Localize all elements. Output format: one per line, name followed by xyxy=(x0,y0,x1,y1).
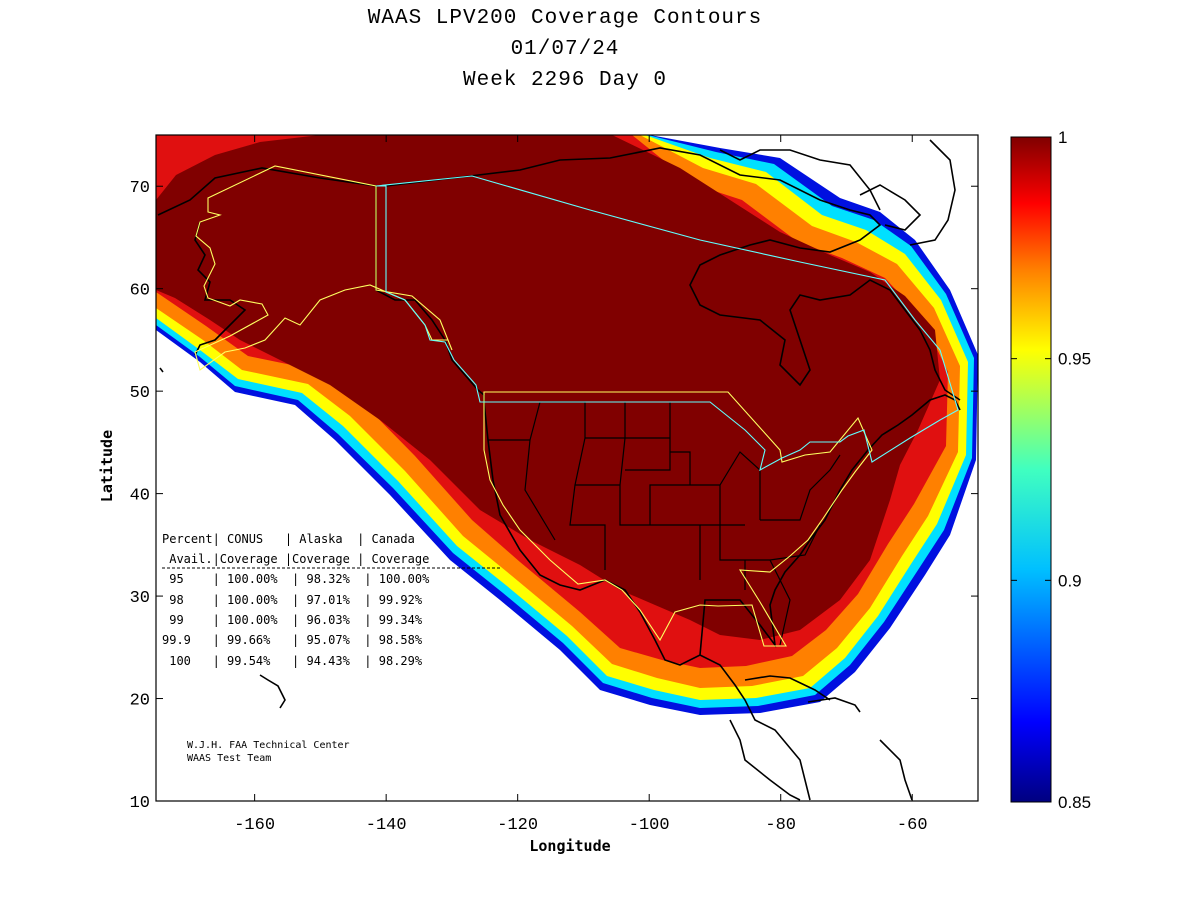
colorbar xyxy=(1010,136,1052,803)
state-boundaries xyxy=(488,401,841,646)
y-tick-label: 50 xyxy=(130,384,150,403)
chart-week-day: Week 2296 Day 0 xyxy=(462,69,668,92)
table-header-1: Percent| CONUS | Alaska | Canada xyxy=(162,532,415,546)
y-tick-label: 70 xyxy=(130,179,150,198)
x-tick-label: -60 xyxy=(897,816,928,835)
coverage-table: Percent| CONUS | Alaska | Canada Avail.|… xyxy=(162,532,500,668)
alaska-boundary xyxy=(194,165,453,371)
credit-line-2: WAAS Test Team xyxy=(187,753,271,764)
colorbar-tick-label: 0.85 xyxy=(1058,793,1091,812)
table-row: 100 | 99.54% | 94.43% | 98.29% xyxy=(162,654,423,668)
x-tick-label: -140 xyxy=(366,816,407,835)
contour-band-1.00 xyxy=(156,135,940,640)
chart-date: 01/07/24 xyxy=(510,38,620,61)
y-axis-title: Latitude xyxy=(98,430,116,502)
y-tick-label: 10 xyxy=(130,794,150,813)
plot-frame xyxy=(155,134,979,802)
colorbar-tick-label: 1 xyxy=(1058,128,1067,147)
credit-line-1: W.J.H. FAA Technical Center xyxy=(187,740,350,751)
colorbar-tick-label: 0.9 xyxy=(1058,571,1082,590)
table-row: 99 | 100.00% | 96.03% | 99.34% xyxy=(162,613,423,627)
conus-boundary xyxy=(483,391,873,647)
x-axis: -160 -140 -120 -100 -80 -60 xyxy=(234,135,928,835)
y-tick-label: 30 xyxy=(130,589,150,608)
service-boundaries xyxy=(194,165,959,647)
coastlines xyxy=(157,139,961,801)
y-axis: 10 20 30 40 50 60 70 xyxy=(130,179,978,813)
x-tick-label: -100 xyxy=(629,816,670,835)
colorbar-ticks: 1 0.95 0.9 0.85 xyxy=(1011,128,1091,812)
x-tick-label: -80 xyxy=(765,816,796,835)
table-row: 99.9 | 99.66% | 95.07% | 98.58% xyxy=(162,633,423,647)
table-row: 98 | 100.00% | 97.01% | 99.92% xyxy=(162,593,423,607)
canada-boundary xyxy=(375,175,959,472)
x-tick-label: -120 xyxy=(497,816,538,835)
y-tick-label: 60 xyxy=(130,282,150,301)
y-tick-label: 20 xyxy=(130,692,150,711)
table-row: 95 | 100.00% | 98.32% | 100.00% xyxy=(162,572,430,586)
x-axis-title: Longitude xyxy=(529,837,610,855)
x-tick-label: -160 xyxy=(234,816,275,835)
colorbar-tick-label: 0.95 xyxy=(1058,350,1091,369)
chart-title: WAAS LPV200 Coverage Contours xyxy=(367,7,763,30)
y-tick-label: 40 xyxy=(130,487,150,506)
table-header-2: Avail.|Coverage |Coverage | Coverage xyxy=(162,552,429,566)
